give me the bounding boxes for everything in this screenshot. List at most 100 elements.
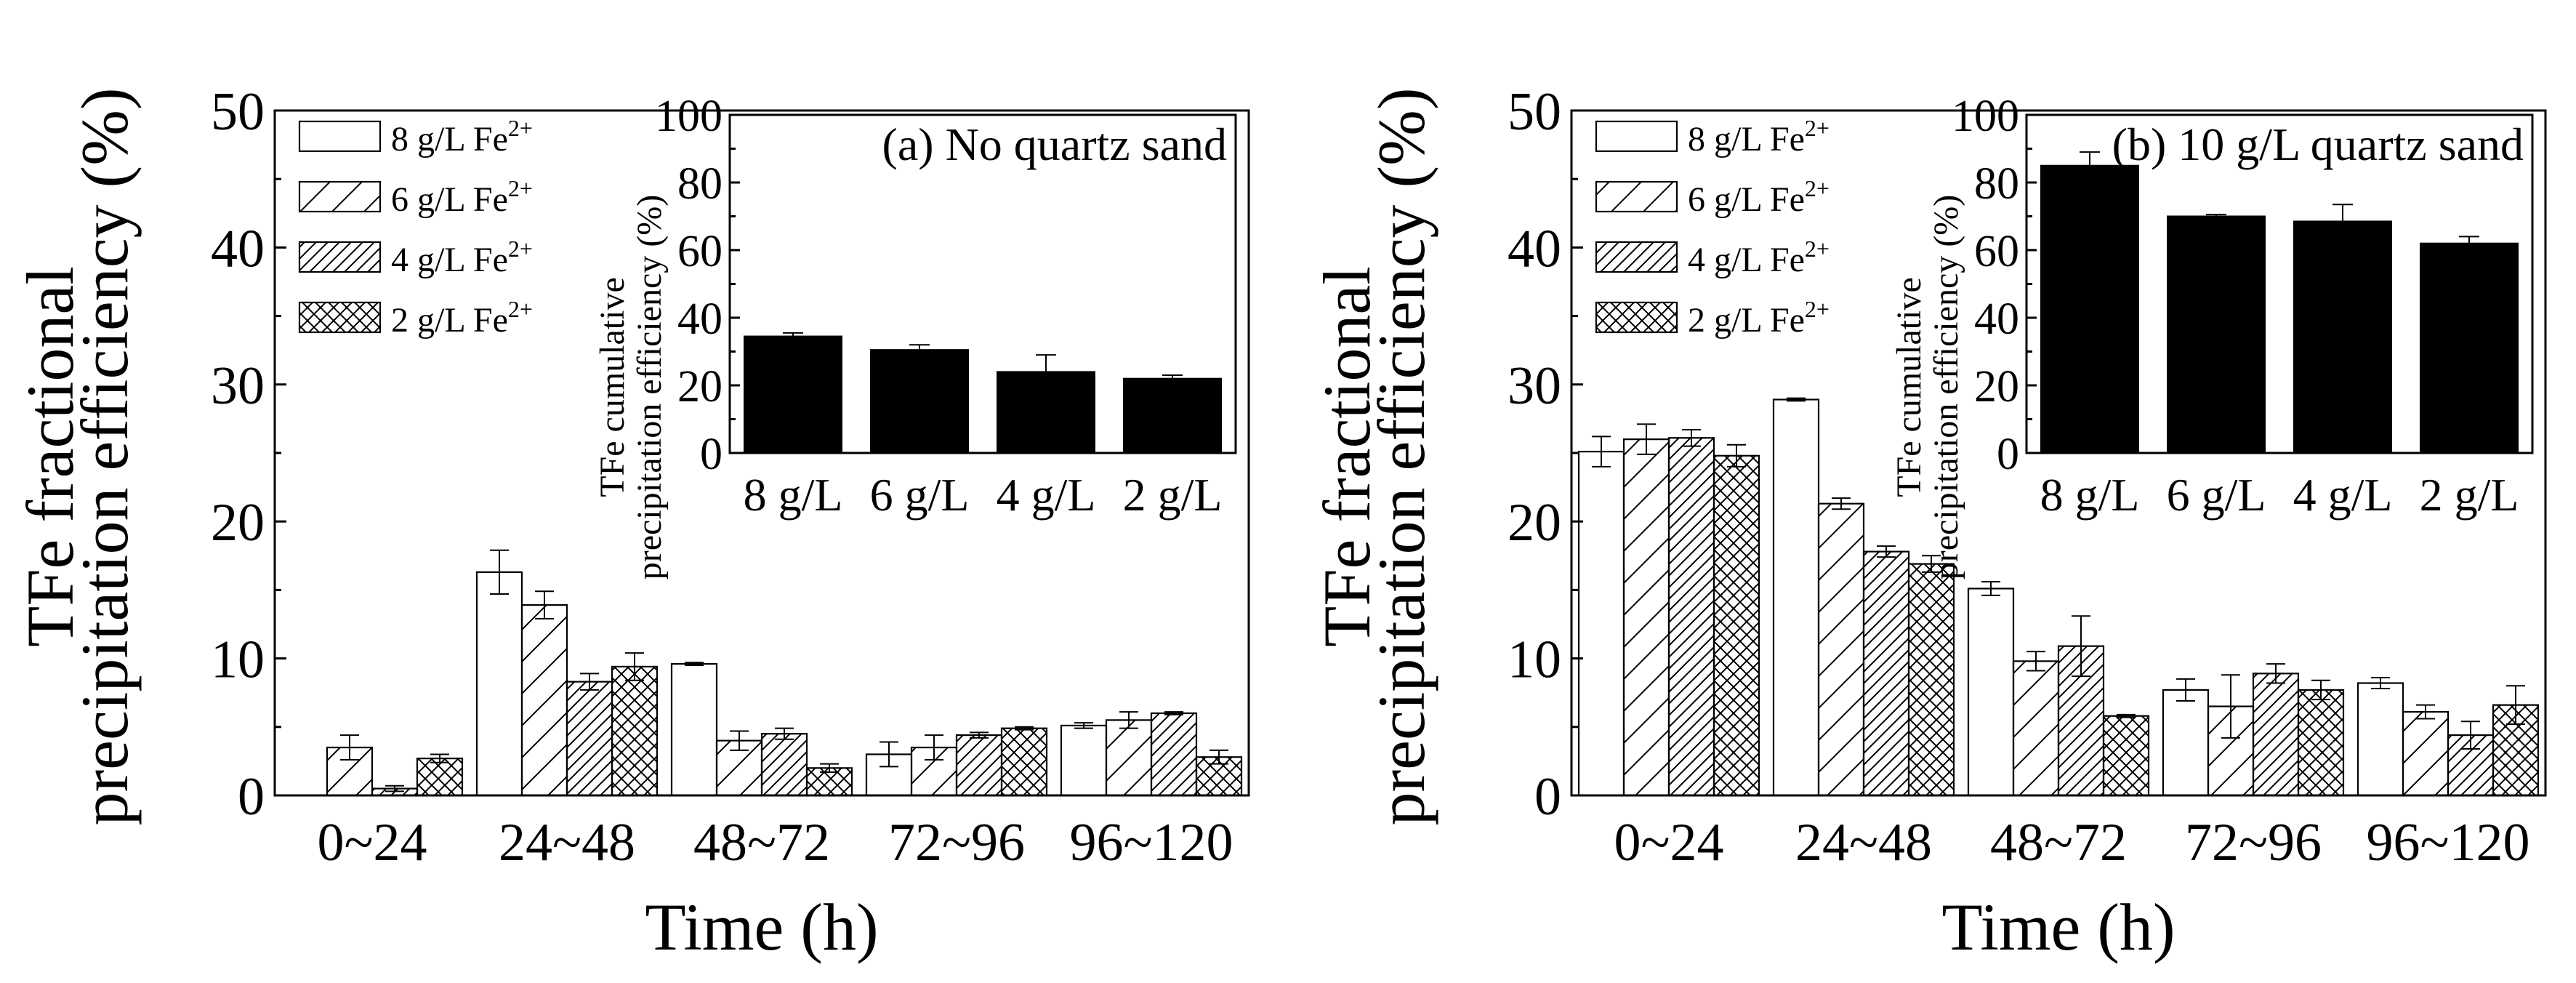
legend-swatch-2: [1595, 180, 1678, 213]
bar-1-5: [1060, 724, 1108, 797]
inset-y-axis-label: TFe cumulative: [593, 277, 632, 497]
legend-superscript: 2+: [508, 296, 533, 322]
y-tick-label: 20: [1508, 493, 1561, 553]
legend-superscript: 2+: [1805, 175, 1830, 201]
x-tick-label: 0~24: [317, 813, 427, 872]
inset-y-tick-label: 40: [1974, 294, 2019, 344]
legend-label-4: 2 g/L Fe2+: [391, 296, 533, 340]
x-tick-label: 72~96: [888, 813, 1025, 872]
legend-superscript: 2+: [1805, 296, 1830, 322]
bar-3-3: [760, 733, 808, 797]
chart-panel-2: 0 10 20 30 40 50 0~24 24~48 48~72 72~96 96~120 Time…: [1310, 82, 2547, 964]
y-tick-label: 10: [1508, 630, 1561, 690]
bar-3-1: [1667, 437, 1715, 797]
y-axis-label: precipitation efficiency (%): [1364, 88, 1438, 826]
inset-y-tick-label: 0: [1997, 430, 2019, 479]
y-tick-label: 50: [211, 82, 265, 142]
inset-bar-1: [744, 335, 842, 454]
y-axis-label: TFe fractional: [1310, 266, 1384, 647]
inset-x-tick-label: 2 g/L: [1123, 469, 1223, 521]
inset-bar-4: [1123, 377, 1222, 454]
inset-y-tick-label: 60: [677, 227, 723, 276]
bar-1-2: [475, 571, 523, 797]
inset-y-tick-label: 60: [1974, 227, 2019, 276]
inset-y-tick-label: 0: [700, 430, 723, 479]
panel-label: (a) No quartz sand: [882, 119, 1227, 170]
inset-bar-3: [2293, 220, 2392, 454]
y-tick-label: 20: [211, 493, 265, 553]
legend-label-1: 8 g/L Fe2+: [391, 115, 533, 159]
x-tick-label: 24~48: [499, 813, 635, 872]
y-tick-label: 0: [238, 767, 265, 827]
y-axis-label: precipitation efficiency (%): [68, 88, 142, 826]
inset-x-tick-label: 8 g/L: [2040, 469, 2140, 521]
inset-bar-1: [2040, 164, 2139, 454]
legend-superscript: 2+: [508, 236, 533, 262]
y-tick-label: 40: [211, 219, 265, 278]
legend-swatch-3: [1595, 241, 1678, 273]
legend-label-3: 4 g/L Fe2+: [1688, 236, 1830, 279]
legend-label-2: 6 g/L Fe2+: [391, 175, 533, 219]
legend-label-3: 4 g/L Fe2+: [391, 236, 533, 279]
legend-superscript: 2+: [1805, 115, 1830, 141]
x-tick-label: 48~72: [1990, 813, 2127, 872]
y-tick-label: 0: [1534, 767, 1561, 827]
bar-3-5: [1150, 712, 1198, 797]
inset-y-tick-label: 100: [1952, 92, 2019, 141]
legend-swatch-3: [298, 241, 382, 273]
bar-1-3: [670, 663, 718, 797]
legend-label-2: 6 g/L Fe2+: [1688, 175, 1830, 219]
inset-bar-2: [2167, 215, 2266, 454]
bar-2-1: [1622, 438, 1670, 797]
bar-2-5: [2402, 710, 2450, 797]
legend-superscript: 2+: [1805, 236, 1830, 262]
legend-label-1: 8 g/L Fe2+: [1688, 115, 1830, 159]
inset-y-tick-label: 40: [677, 294, 723, 344]
x-tick-label: 72~96: [2185, 813, 2322, 872]
y-axis-label: TFe fractional: [13, 266, 87, 647]
panels: 0 10 20 30 40 50 0~24 24~48 48~72 72~96 96~120 Time…: [13, 82, 2547, 964]
inset-x-tick-label: 4 g/L: [997, 469, 1096, 521]
legend-superscript: 2+: [508, 115, 533, 141]
x-tick-label: 96~120: [1069, 813, 1233, 872]
bar-3-2: [1862, 550, 1910, 797]
legend-swatch-1: [1595, 120, 1678, 153]
inset-y-tick-label: 20: [1974, 362, 2019, 412]
bar-4-1: [416, 758, 464, 797]
inset-bar-4: [2420, 242, 2519, 454]
inset-x-tick-label: 4 g/L: [2293, 469, 2393, 521]
y-tick-label: 30: [211, 356, 265, 416]
y-tick-label: 10: [211, 630, 265, 690]
inset-y-axis-label: precipitation efficiency (%): [630, 195, 669, 580]
inset-x-tick-label: 6 g/L: [2167, 469, 2266, 521]
bar-2-5: [1105, 719, 1153, 797]
x-axis-label: Time (h): [645, 890, 878, 964]
inset-y-tick-label: 80: [677, 159, 723, 209]
legend-swatch-2: [298, 180, 382, 213]
bar-3-2: [565, 681, 613, 797]
inset-x-tick-label: 8 g/L: [744, 469, 843, 521]
y-tick-label: 50: [1508, 82, 1561, 142]
x-tick-label: 48~72: [693, 813, 830, 872]
legend-label-4: 2 g/L Fe2+: [1688, 296, 1830, 340]
inset-y-axis-label: TFe cumulative: [1890, 277, 1928, 497]
inset-y-tick-label: 20: [677, 362, 723, 412]
bar-3-4: [955, 734, 1003, 797]
legend-swatch-4: [298, 301, 382, 334]
bar-2-3: [2012, 660, 2060, 797]
bar-4-4: [2297, 689, 2345, 797]
bar-4-3: [2102, 715, 2150, 797]
legend-superscript: 2+: [508, 175, 533, 201]
bar-2-2: [1817, 502, 1865, 797]
bar-4-4: [1000, 727, 1048, 797]
inset-y-tick-label: 80: [1974, 159, 2019, 209]
y-tick-label: 40: [1508, 219, 1561, 278]
x-tick-label: 24~48: [1795, 813, 1932, 872]
bar-1-5: [2356, 682, 2404, 797]
legend-swatch-1: [298, 120, 382, 153]
inset-x-tick-label: 6 g/L: [870, 469, 970, 521]
bar-2-2: [520, 604, 568, 797]
x-tick-label: 0~24: [1614, 813, 1723, 872]
x-tick-label: 96~120: [2366, 813, 2529, 872]
inset-bar-2: [870, 349, 969, 454]
